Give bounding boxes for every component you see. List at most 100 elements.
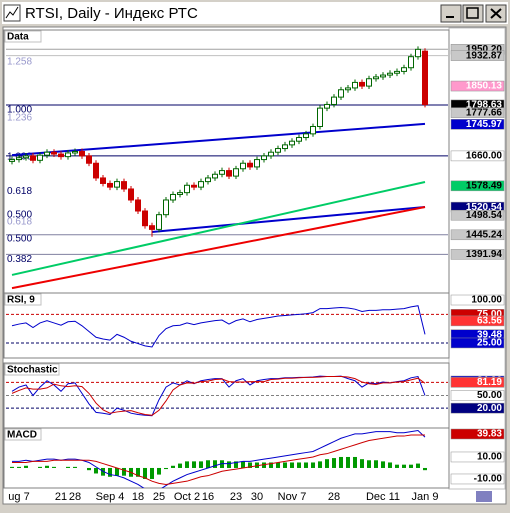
histogram-bar xyxy=(220,460,224,468)
price-label-bg xyxy=(450,377,505,388)
histogram-bar xyxy=(395,464,399,468)
histogram-bar xyxy=(262,462,266,468)
candle-body xyxy=(226,170,232,177)
price-label-bg xyxy=(450,428,505,440)
histogram-bar xyxy=(38,466,42,468)
histogram-bar xyxy=(108,467,112,477)
candle-body xyxy=(135,199,141,212)
price-label: 1777.66 xyxy=(466,107,503,118)
histogram-bar xyxy=(192,461,196,468)
indicator-line xyxy=(12,434,425,485)
candle-body xyxy=(114,181,120,188)
price-label: -10.00 xyxy=(474,474,503,485)
price-label: 1445.24 xyxy=(466,229,503,240)
candle-body xyxy=(72,150,78,154)
panel-content xyxy=(6,375,448,417)
histogram-bar xyxy=(255,462,259,468)
panel-content: 1.2581.0001.2361.0000.6180.5000.6180.500… xyxy=(6,46,448,290)
candle-body xyxy=(170,193,176,201)
panel-content xyxy=(10,430,427,488)
price-label: 1660.00 xyxy=(466,151,503,162)
histogram-bar xyxy=(52,466,56,468)
candle-body xyxy=(177,192,183,195)
histogram-bar xyxy=(213,460,217,468)
price-label-bg xyxy=(450,315,505,327)
price-label: 1391.94 xyxy=(466,249,503,260)
indicator-line xyxy=(11,376,426,416)
histogram-bar xyxy=(87,467,91,471)
histogram-bar xyxy=(24,465,28,468)
histogram-bar xyxy=(276,462,280,468)
panel-frame xyxy=(3,29,450,294)
trend-line xyxy=(11,205,426,290)
panel-plot xyxy=(6,305,448,348)
histogram-bar xyxy=(346,456,350,468)
price-label: 50.00 xyxy=(477,390,502,401)
app-icon xyxy=(3,4,21,22)
price-label: 100.00 xyxy=(471,295,502,306)
close-button[interactable] xyxy=(485,4,507,23)
price-label-bg xyxy=(450,473,505,485)
candle-body xyxy=(373,76,379,80)
candle-body xyxy=(401,67,407,72)
candle-body xyxy=(184,184,190,194)
candle-body xyxy=(100,177,106,184)
price-label: 25.00 xyxy=(477,338,502,349)
minimize-button[interactable] xyxy=(440,4,462,23)
panel-plot: 1.2581.0001.2361.0000.6180.5000.6180.500… xyxy=(6,46,448,290)
histogram-bar xyxy=(136,467,140,477)
histogram-bar xyxy=(248,462,252,468)
candle-body xyxy=(149,225,155,230)
price-label: 1745.97 xyxy=(466,119,503,130)
histogram-bar xyxy=(360,459,364,468)
histogram-bar xyxy=(185,461,189,468)
histogram-bar xyxy=(199,461,203,468)
histogram-bar xyxy=(234,461,238,468)
candle-body xyxy=(142,210,148,227)
trend-line xyxy=(151,205,426,233)
candle-body xyxy=(16,157,22,161)
candle-body xyxy=(261,155,267,161)
candle-body xyxy=(93,162,99,179)
fib-label: 0.618 xyxy=(7,186,32,197)
panel-content xyxy=(6,305,448,348)
price-label: 39.83 xyxy=(477,429,502,440)
panel-frame xyxy=(3,427,450,489)
price-label-bg xyxy=(450,50,505,61)
histogram-bar xyxy=(94,467,98,474)
histogram-bar xyxy=(115,467,119,476)
histogram-bar xyxy=(304,462,308,468)
scroll-icon xyxy=(476,491,492,502)
histogram-bar xyxy=(66,466,70,468)
price-label: 1798.63 xyxy=(466,100,503,111)
candle-body xyxy=(240,162,246,170)
price-label-bg xyxy=(450,402,505,414)
title-bar xyxy=(2,2,508,24)
histogram-bar xyxy=(227,461,231,468)
x-tick-label: Dec 11 xyxy=(366,491,400,503)
histogram-bar xyxy=(339,456,343,468)
price-label: 1578.49 xyxy=(466,180,503,191)
histogram-bar xyxy=(367,460,371,468)
fib-label: 0.382 xyxy=(7,254,32,265)
candle-body xyxy=(303,133,309,139)
panel-plot xyxy=(10,430,427,488)
histogram-bar xyxy=(325,459,329,468)
maximize-button[interactable] xyxy=(462,4,484,23)
candle-body xyxy=(359,81,365,87)
candle-body xyxy=(352,81,358,89)
trend-line xyxy=(11,122,426,157)
x-tick-label: 25 xyxy=(153,491,165,503)
histogram-bar xyxy=(73,466,77,468)
x-tick-label: 18 xyxy=(132,491,144,503)
price-label: 81.19 xyxy=(477,377,502,388)
panel-title-bg xyxy=(4,293,42,306)
histogram-bar xyxy=(416,463,420,468)
histogram-bar xyxy=(157,467,161,475)
candle-body xyxy=(296,137,302,142)
candle-body xyxy=(275,148,281,153)
panel-title-bg xyxy=(4,428,42,441)
x-tick-label: 21 xyxy=(55,491,67,503)
candle-body xyxy=(107,182,113,188)
candle-body xyxy=(205,177,211,183)
